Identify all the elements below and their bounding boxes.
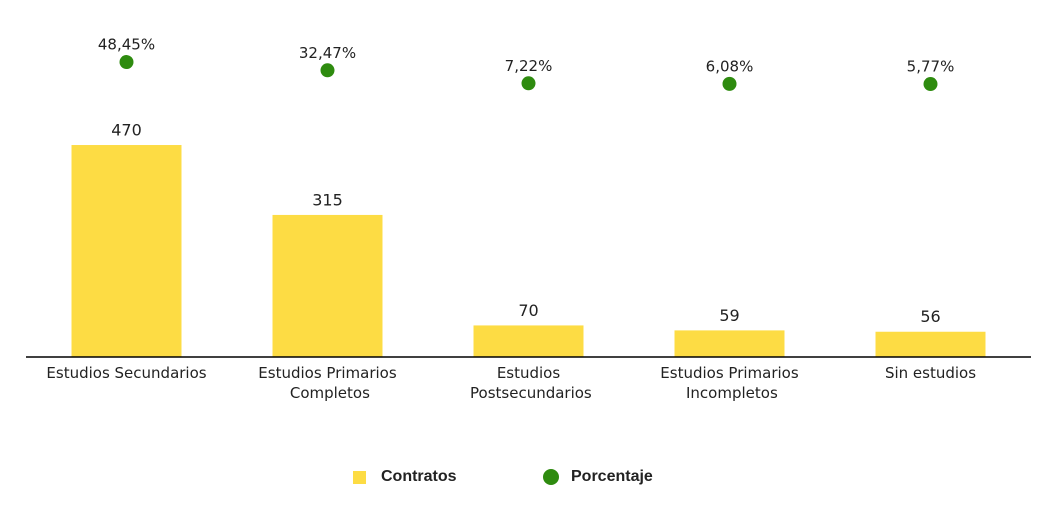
bar	[875, 331, 986, 357]
x-tick-label: Estudios Postsecundarios	[465, 364, 592, 402]
bar-value-label: 470	[111, 121, 142, 140]
legend-swatch	[543, 469, 559, 485]
point	[722, 76, 737, 91]
legend-label: Contratos	[381, 468, 457, 485]
legend-swatch	[353, 471, 366, 484]
bar	[71, 145, 182, 357]
bar-value-label: 56	[920, 307, 940, 326]
point	[521, 76, 536, 91]
x-tick-label: Estudios Primarios Incompletos	[660, 364, 799, 402]
x-tick-label: Sin estudios	[885, 364, 976, 382]
bar	[674, 330, 785, 357]
point	[923, 77, 938, 92]
point-value-label: 7,22%	[505, 57, 553, 75]
point-value-label: 48,45%	[98, 36, 155, 54]
legend-label: Porcentaje	[571, 468, 653, 485]
x-tick-label: Estudios Primarios Completos	[258, 364, 397, 402]
point-value-label: 32,47%	[299, 44, 356, 62]
x-tick-label: Estudios Secundarios	[46, 364, 206, 382]
point-value-label: 6,08%	[706, 57, 754, 75]
point	[320, 63, 335, 78]
bar-value-label: 70	[518, 301, 538, 320]
bar	[473, 325, 584, 357]
bar-value-label: 315	[312, 190, 343, 209]
bar	[272, 214, 383, 357]
point	[119, 55, 134, 70]
point-value-label: 5,77%	[907, 58, 955, 76]
bar-value-label: 59	[719, 306, 739, 325]
